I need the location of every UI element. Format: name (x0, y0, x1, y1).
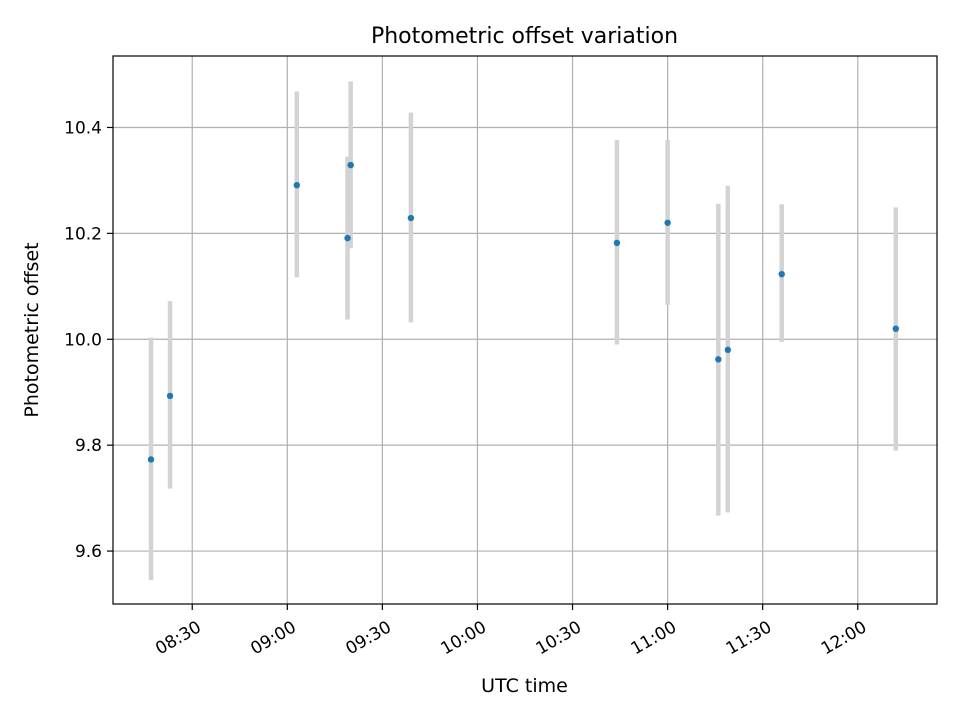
data-point (407, 214, 415, 222)
y-tick-label: 9.6 (75, 542, 102, 562)
data-point (344, 234, 351, 242)
y-axis-ticks: 9.6 9.8 10.0 10.2 10.4 (64, 118, 113, 562)
y-tick-label: 10.2 (64, 224, 102, 244)
data-point (147, 456, 155, 463)
plot-frame (112, 55, 938, 605)
x-axis-label: UTC time (481, 675, 568, 697)
y-tick-label: 10.0 (64, 330, 102, 350)
chart-title: Photometric offset variation (371, 24, 678, 49)
data-point (293, 181, 301, 189)
y-tick-label: 10.4 (64, 118, 102, 138)
data-point (613, 239, 621, 247)
y-tick-label: 9.8 (75, 436, 102, 456)
data-point (715, 356, 722, 363)
data-point (664, 219, 671, 226)
data-point (724, 346, 732, 354)
data-point (166, 392, 174, 400)
data-point (778, 270, 785, 278)
y-axis-label: Photometric offset (21, 242, 43, 417)
data-point (892, 325, 899, 332)
data-points (147, 161, 899, 463)
data-point (347, 161, 354, 169)
